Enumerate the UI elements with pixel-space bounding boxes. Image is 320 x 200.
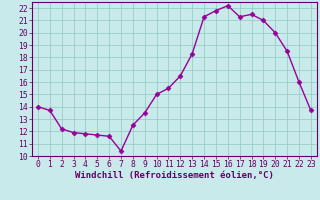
X-axis label: Windchill (Refroidissement éolien,°C): Windchill (Refroidissement éolien,°C) (75, 171, 274, 180)
